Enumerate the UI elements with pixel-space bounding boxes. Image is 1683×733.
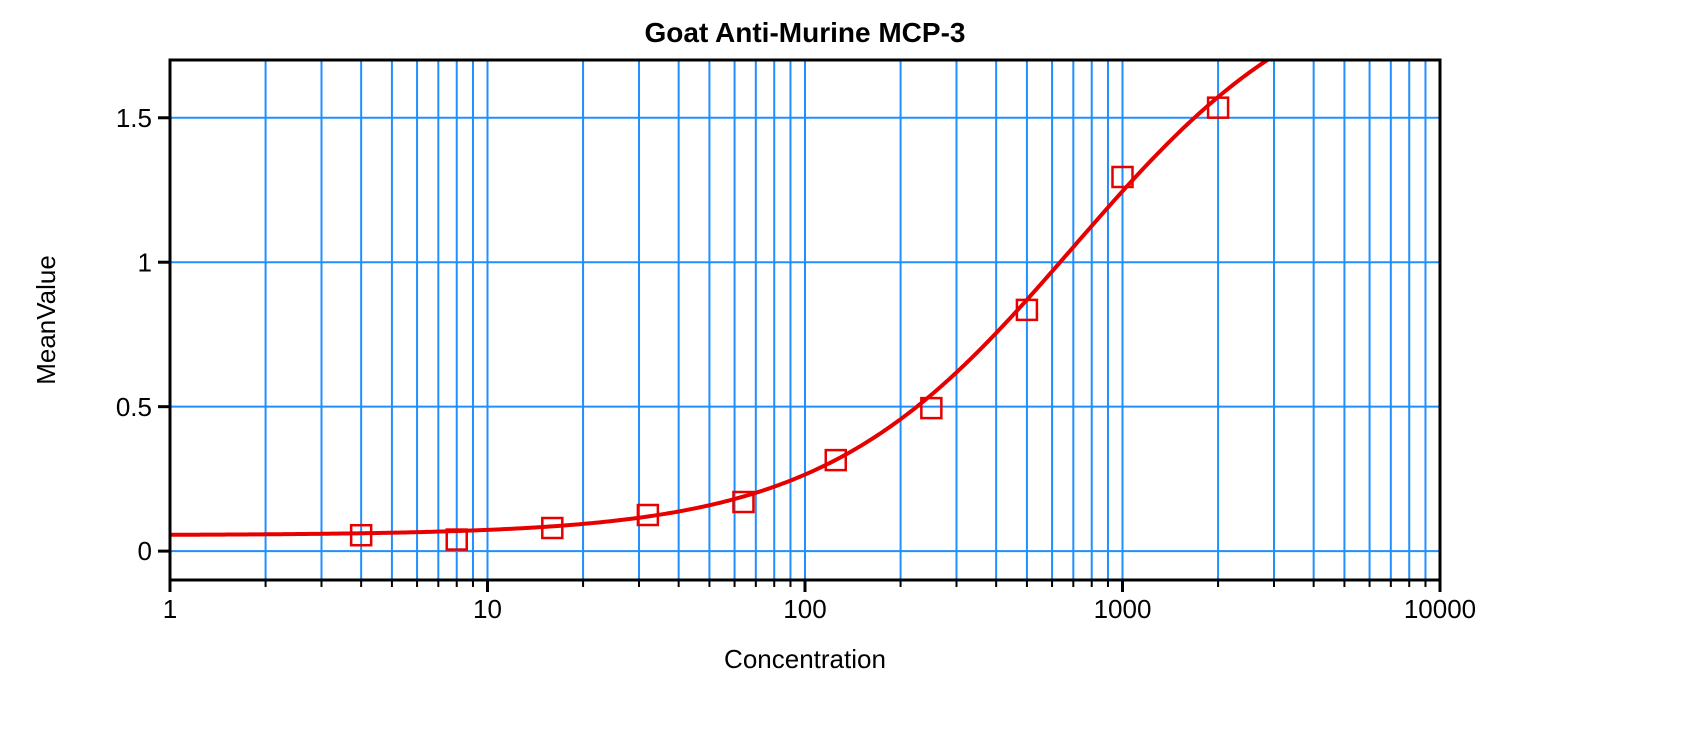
y-tick-label: 1.5 xyxy=(116,103,152,133)
y-tick-label: 0 xyxy=(138,536,152,566)
x-tick-label: 10000 xyxy=(1404,594,1476,624)
x-axis-label: Concentration xyxy=(724,644,886,674)
x-tick-label: 100 xyxy=(783,594,826,624)
x-tick-label: 1 xyxy=(163,594,177,624)
y-axis-label: MeanValue xyxy=(31,255,61,385)
x-tick-label: 1000 xyxy=(1094,594,1152,624)
y-tick-label: 1 xyxy=(138,247,152,277)
chart-title: Goat Anti-Murine MCP-3 xyxy=(645,17,966,48)
chart-container: 1 10 100 1000 10000 0 0.5 1 1.5 Goat Anti-Murine … xyxy=(0,0,1683,733)
chart-svg: 1 10 100 1000 10000 0 0.5 1 1.5 Goat Anti-Murine … xyxy=(0,0,1683,733)
y-tick-label: 0.5 xyxy=(116,392,152,422)
x-tick-label: 10 xyxy=(473,594,502,624)
